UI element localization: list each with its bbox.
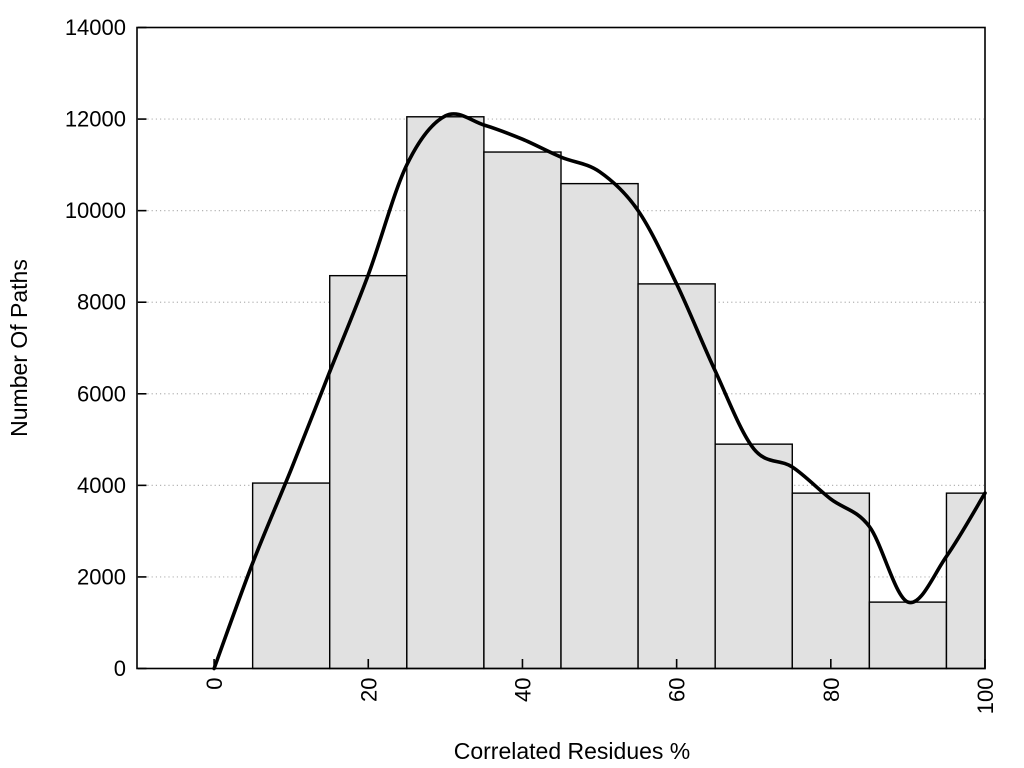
y-axis-label: Number Of Paths (6, 259, 32, 437)
y-tick-label: 6000 (77, 381, 126, 406)
histogram-bar (714, 443, 793, 670)
x-tick-label: 20 (356, 678, 381, 702)
y-tick-label: 8000 (77, 290, 126, 315)
plot-border (136, 26, 986, 670)
x-tick-label: 100 (973, 678, 998, 715)
histogram-bar (791, 492, 871, 670)
y-tick-label: 12000 (65, 107, 126, 132)
histogram-bar (251, 482, 331, 670)
y-tick-label: 4000 (77, 473, 126, 498)
x-tick-label: 40 (510, 678, 535, 702)
x-tick-label: 60 (665, 678, 690, 702)
x-axis-label: Correlated Residues % (454, 738, 691, 764)
smooth-curve (212, 112, 987, 671)
histogram-bar (483, 151, 562, 670)
histogram-bar (329, 274, 408, 670)
histogram-bar (637, 283, 716, 670)
x-tick-label: 80 (819, 678, 844, 702)
x-tick-label: 0 (202, 678, 227, 690)
y-tick-label: 14000 (65, 15, 126, 40)
y-tick-label: 0 (114, 656, 126, 681)
histogram-bar (945, 492, 986, 670)
histogram-bar (560, 182, 639, 670)
y-tick-label: 2000 (77, 564, 126, 589)
histogram-bar (868, 601, 948, 670)
y-tick-label: 10000 (65, 198, 126, 223)
histogram-bar (406, 116, 485, 670)
